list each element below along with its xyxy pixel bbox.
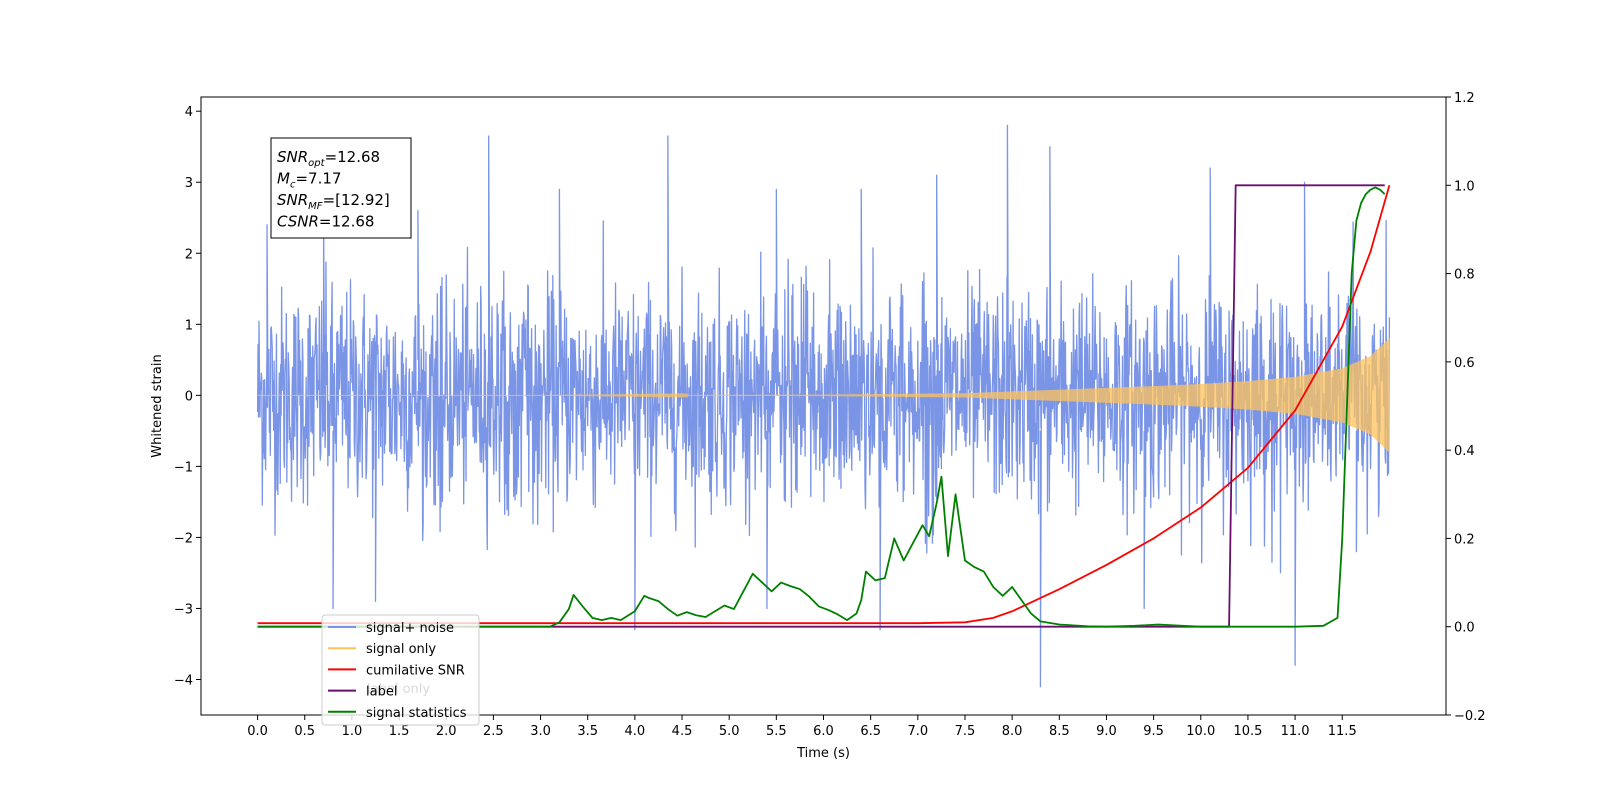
legend: label only signal+ noise signal only cumila… (321, 614, 480, 726)
y2-tick-label: −0.2 (1454, 709, 1486, 724)
x-tick-label: 5.0 (719, 724, 740, 739)
y2-tick-label: 0.8 (1454, 268, 1475, 283)
x-tick-label: 10.0 (1186, 724, 1215, 739)
legend-label: signal only (366, 642, 436, 657)
y-tick-label: 3 (185, 176, 193, 191)
x-tick-label: 1.0 (342, 724, 363, 739)
info-annotation: SNRopt=12.68Mc=7.17SNRMF=[12.92]CSNR=12.… (270, 137, 412, 239)
series-group (256, 124, 1391, 688)
x-tick-label: 2.0 (436, 724, 457, 739)
x-tick-label: 8.0 (1002, 724, 1023, 739)
y2-tick-label: 0.2 (1454, 532, 1475, 547)
info-box (270, 137, 412, 239)
x-tick-label: 10.5 (1233, 724, 1262, 739)
legend-label: signal statistics (366, 706, 467, 721)
y2-tick-label: 0.6 (1454, 356, 1475, 371)
x-tick-label: 9.0 (1096, 724, 1117, 739)
series-cumulative-snr (257, 185, 1391, 625)
x-tick-label: 7.5 (955, 724, 976, 739)
info-line: SNRMF=[12.92] (277, 191, 390, 212)
x-tick-label: 11.5 (1328, 724, 1357, 739)
x-tick-label: 6.0 (813, 724, 834, 739)
info-line: CSNR=12.68 (277, 213, 374, 231)
plot-area (256, 124, 1391, 688)
y-tick-label: 4 (185, 105, 193, 120)
x-tick-label: 2.5 (483, 724, 504, 739)
y-tick-label: −4 (174, 673, 193, 688)
x-tick-label: 7.0 (907, 724, 928, 739)
legend-label: signal+ noise (366, 621, 454, 636)
y-tick-label: 0 (185, 389, 193, 404)
y2-tick-label: 0.4 (1454, 444, 1475, 459)
info-line: Mc=7.17 (277, 170, 341, 191)
x-tick-label: 3.5 (577, 724, 598, 739)
x-tick-label: 6.5 (860, 724, 881, 739)
x-tick-label: 5.5 (766, 724, 787, 739)
y2-tick-label: 1.0 (1454, 179, 1475, 194)
legend-label: cumilative SNR (366, 663, 465, 678)
y2-tick-label: 0.0 (1454, 621, 1475, 636)
y-tick-label: −1 (174, 460, 193, 475)
x-tick-label: 0.0 (247, 724, 268, 739)
info-line: SNRopt=12.68 (277, 148, 380, 169)
legend-box (321, 614, 480, 726)
y-axis-label: Whitened strain (150, 354, 165, 457)
x-tick-label: 3.0 (530, 724, 551, 739)
x-tick-label: 0.5 (294, 724, 315, 739)
legend-label: label (366, 685, 397, 700)
axes: 0.0 0.5 1.0 1.5 2.0 2.5 3.0 3.5 4.0 4.5 5.0 5.5 6.0 6… (150, 91, 1486, 761)
x-tick-label: 11.0 (1281, 724, 1310, 739)
y-tick-label: 1 (185, 318, 193, 333)
x-tick-label: 4.5 (672, 724, 693, 739)
series-signal-only (257, 338, 1390, 452)
legend-hidden-text: label only (367, 682, 430, 697)
y-tick-label: −2 (174, 531, 193, 546)
y-tick-label: 2 (185, 247, 193, 262)
y2-tick-label: 1.2 (1454, 91, 1475, 106)
y-tick-label: −3 (174, 602, 193, 617)
series-label (257, 184, 1385, 628)
x-tick-label: 9.5 (1143, 724, 1164, 739)
x-tick-label: 4.0 (625, 724, 646, 739)
series-signal-statistics (257, 186, 1386, 628)
x-tick-label: 1.5 (389, 724, 410, 739)
x-tick-label: 8.5 (1049, 724, 1070, 739)
x-axis-label: Time (s) (796, 746, 850, 761)
